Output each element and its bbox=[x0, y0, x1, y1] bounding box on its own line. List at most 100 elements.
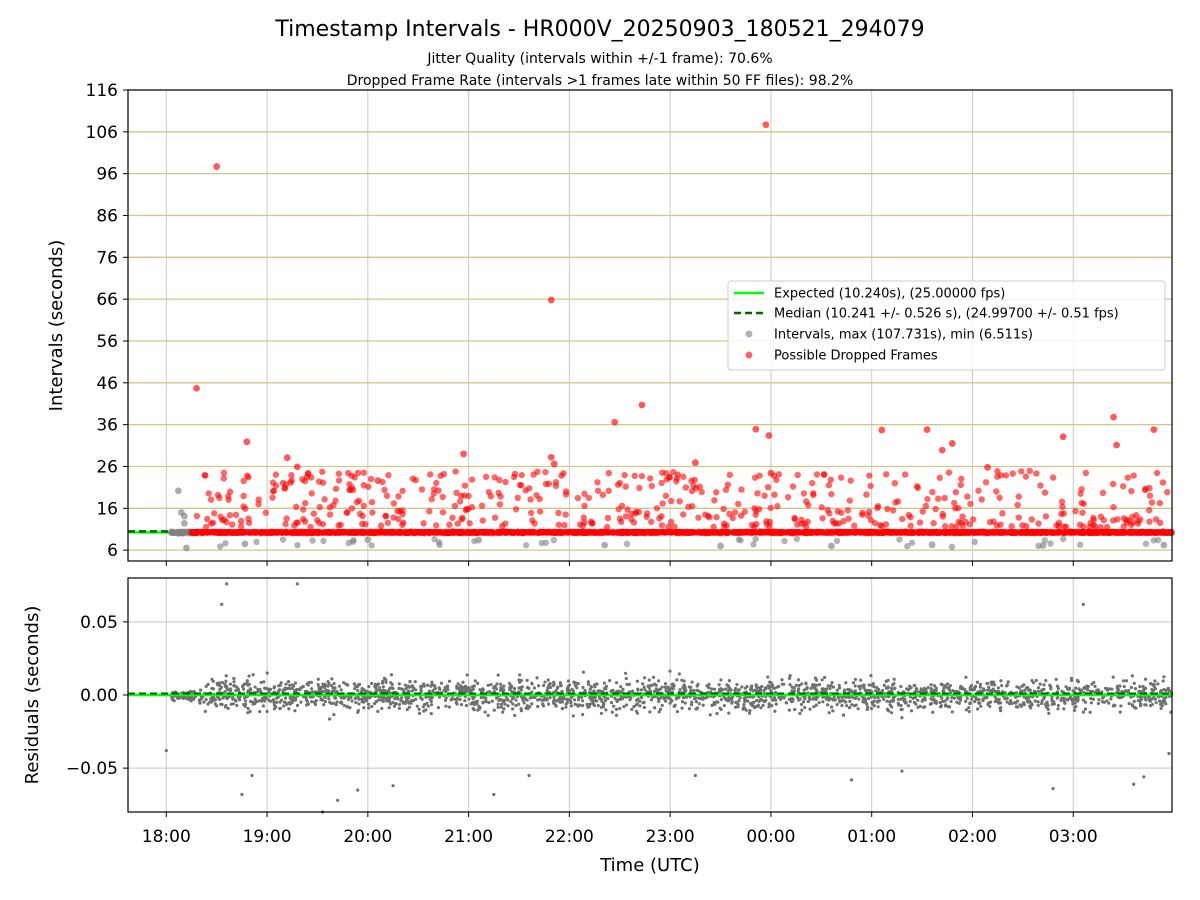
residual-point bbox=[985, 681, 990, 685]
residual-point bbox=[791, 697, 795, 701]
dropped-frame-point bbox=[688, 477, 695, 485]
residual-point bbox=[636, 697, 640, 701]
residual-point bbox=[749, 686, 754, 690]
residual-point bbox=[542, 698, 546, 702]
residual-point bbox=[258, 710, 262, 714]
dropped-frame-point bbox=[740, 528, 748, 536]
residual-point bbox=[202, 700, 206, 704]
residual-point bbox=[595, 682, 599, 686]
dropped-frame-point bbox=[533, 492, 540, 499]
residual-point bbox=[814, 683, 819, 687]
residual-point bbox=[513, 713, 517, 718]
dropped-frame-point bbox=[945, 469, 953, 476]
dropped-frame-point bbox=[820, 529, 827, 536]
residual-point bbox=[332, 701, 336, 705]
residual-point bbox=[807, 695, 812, 699]
interval-point bbox=[971, 538, 978, 546]
dropped-frame-point bbox=[882, 471, 890, 478]
residual-point bbox=[370, 704, 374, 709]
residual-point bbox=[866, 696, 871, 701]
dropped-frame-point bbox=[820, 471, 828, 479]
residual-point bbox=[501, 710, 505, 714]
dropped-frame-point bbox=[863, 491, 870, 498]
interval-point bbox=[750, 541, 757, 548]
residual-point bbox=[1022, 701, 1026, 705]
dropped-frame-point bbox=[534, 468, 541, 476]
dropped-frame-point bbox=[942, 529, 950, 537]
dropped-frame-point bbox=[762, 121, 770, 129]
residual-point bbox=[1086, 688, 1090, 692]
residual-point bbox=[630, 707, 634, 711]
residual-point bbox=[421, 705, 425, 709]
dropped-frame-point bbox=[468, 476, 476, 483]
residual-point bbox=[288, 686, 292, 691]
residual-point bbox=[532, 686, 537, 690]
residual-point bbox=[211, 679, 215, 683]
residual-point bbox=[228, 687, 233, 691]
residual-point bbox=[657, 710, 661, 714]
dropped-frame-point bbox=[711, 497, 718, 504]
residual-point bbox=[377, 698, 381, 702]
dropped-frame-point bbox=[466, 520, 473, 527]
residual-point bbox=[944, 703, 948, 707]
residual-point bbox=[316, 682, 320, 687]
interval-point bbox=[253, 538, 260, 546]
dropped-frame-point bbox=[452, 468, 459, 475]
residual-point bbox=[392, 704, 397, 708]
dropped-frame-point bbox=[952, 488, 960, 496]
dropped-frame-point bbox=[207, 496, 215, 503]
dropped-frame-point bbox=[599, 491, 607, 499]
residual-point bbox=[353, 686, 357, 691]
residual-point bbox=[548, 696, 552, 700]
dropped-frame-point bbox=[368, 498, 376, 506]
dropped-frame-point bbox=[394, 507, 401, 515]
residual-point bbox=[1071, 689, 1075, 693]
residual-point bbox=[951, 688, 955, 693]
residual-point bbox=[218, 687, 222, 692]
residual-point bbox=[876, 695, 880, 699]
legend-intervals-label: Intervals, max (107.731s), min (6.511s) bbox=[774, 328, 1033, 343]
dropped-frame-point bbox=[332, 485, 340, 492]
residual-point bbox=[405, 707, 409, 712]
residual-point bbox=[635, 679, 639, 683]
dropped-frame-point bbox=[1128, 487, 1135, 495]
residual-point bbox=[1091, 697, 1096, 701]
residual-point bbox=[787, 676, 792, 680]
residual-point bbox=[929, 697, 933, 701]
residual-point bbox=[1153, 679, 1157, 683]
residual-point bbox=[668, 669, 672, 673]
residual-point bbox=[407, 689, 411, 693]
residual-point bbox=[305, 682, 309, 686]
dropped-frame-point bbox=[997, 521, 1004, 528]
dropped-frame-point bbox=[767, 504, 774, 512]
residual-point bbox=[744, 708, 748, 712]
residual-point bbox=[602, 701, 606, 706]
dropped-frame-point bbox=[226, 488, 234, 495]
residual-point bbox=[981, 699, 985, 703]
residual-point bbox=[1038, 682, 1042, 686]
residual-point bbox=[533, 695, 537, 700]
dropped-frame-point bbox=[573, 529, 580, 537]
dropped-frame-point bbox=[293, 463, 301, 471]
residual-point bbox=[867, 683, 871, 687]
residual-point bbox=[712, 687, 717, 691]
dropped-frame-point bbox=[929, 488, 936, 496]
residual-point bbox=[804, 681, 808, 685]
dropped-frame-point bbox=[478, 502, 486, 509]
interval-point bbox=[181, 512, 188, 520]
residual-point bbox=[592, 689, 596, 693]
residual-point bbox=[329, 683, 334, 688]
residual-point bbox=[842, 690, 846, 694]
residual-point bbox=[316, 677, 320, 681]
dropped-frame-point bbox=[420, 520, 427, 527]
residual-point bbox=[464, 703, 468, 708]
residual-point bbox=[931, 710, 935, 714]
dropped-frame-point bbox=[948, 523, 955, 530]
residual-point bbox=[409, 700, 413, 704]
residual-point bbox=[695, 684, 699, 688]
dropped-frame-point bbox=[589, 529, 596, 536]
dropped-frame-point bbox=[624, 506, 631, 513]
interval-point bbox=[781, 537, 788, 545]
dropped-frame-point bbox=[1055, 529, 1063, 536]
